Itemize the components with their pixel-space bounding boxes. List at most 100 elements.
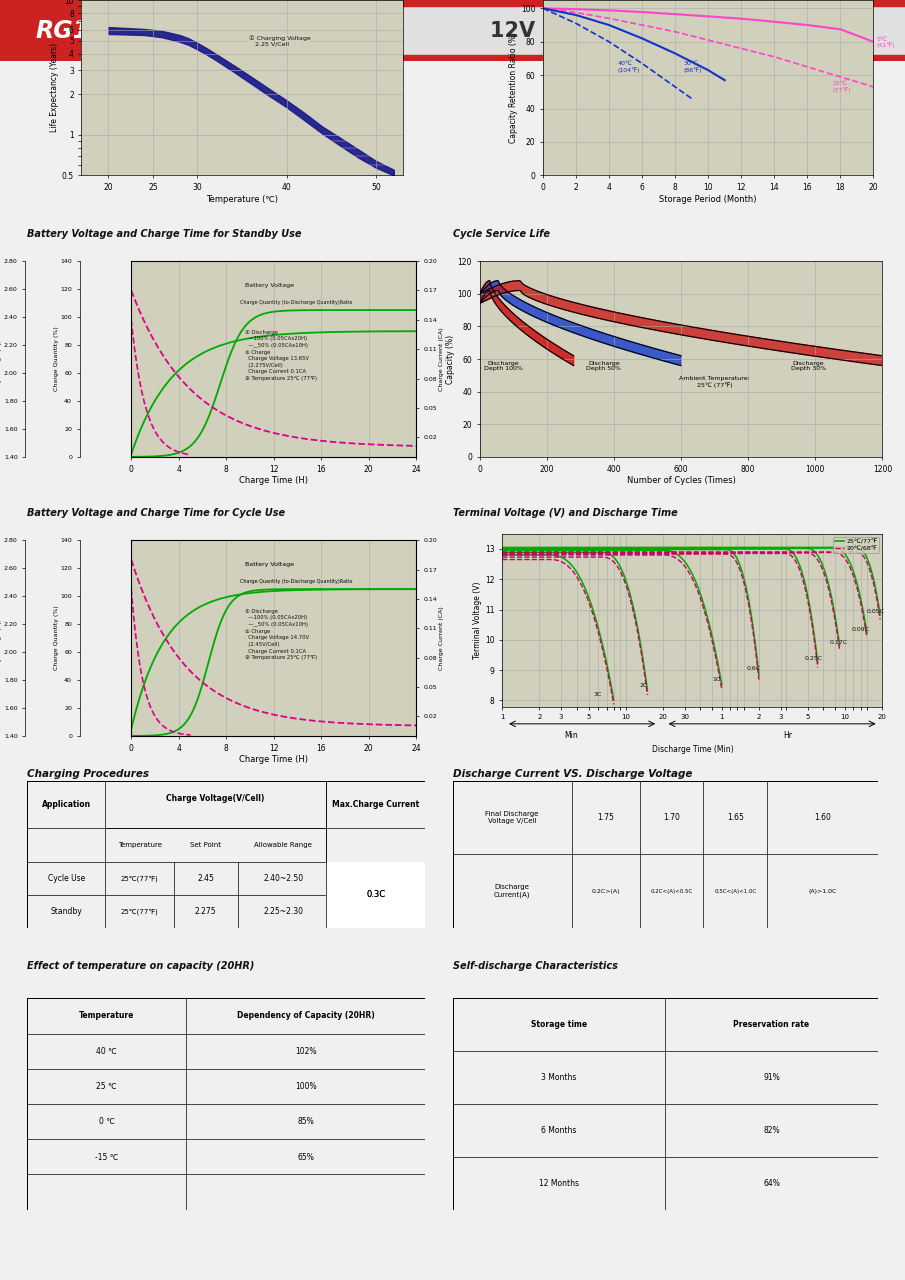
Y-axis label: Battery Voltage (V)/Per Cell: Battery Voltage (V)/Per Cell [0, 316, 3, 402]
Text: RG1250T1: RG1250T1 [36, 19, 172, 42]
Text: Allowable Range: Allowable Range [254, 842, 312, 847]
Text: Discharge
Depth 30%: Discharge Depth 30% [791, 361, 826, 371]
Text: 25 ℃: 25 ℃ [97, 1082, 117, 1091]
Text: Battery Voltage and Charge Time for Standby Use: Battery Voltage and Charge Time for Stan… [27, 229, 301, 239]
Y-axis label: Battery Voltage (V)/Per Cell: Battery Voltage (V)/Per Cell [0, 595, 3, 681]
Text: Discharge Current VS. Discharge Voltage: Discharge Current VS. Discharge Voltage [452, 769, 692, 780]
Text: Final Discharge
Voltage V/Cell: Final Discharge Voltage V/Cell [485, 812, 538, 824]
Text: 5℃
(41℉): 5℃ (41℉) [877, 37, 895, 49]
Text: 1.65: 1.65 [727, 813, 744, 822]
Text: Charge Quantity (to-Discharge Quantity)Ratio: Charge Quantity (to-Discharge Quantity)R… [240, 301, 352, 305]
Text: 2.275: 2.275 [195, 906, 216, 916]
Text: Hr: Hr [783, 731, 792, 740]
Text: 2.45: 2.45 [197, 874, 214, 883]
Polygon shape [199, 0, 308, 61]
Text: 82%: 82% [763, 1126, 780, 1135]
Text: 102%: 102% [295, 1047, 317, 1056]
Bar [0, 55, 905, 61]
Text: Discharge
Depth 100%: Discharge Depth 100% [483, 361, 522, 371]
Text: Ambient Temperature:
25℃ (77℉): Ambient Temperature: 25℃ (77℉) [679, 376, 750, 388]
Text: 91%: 91% [763, 1073, 780, 1082]
Y-axis label: Capacity (%): Capacity (%) [446, 334, 454, 384]
X-axis label: Temperature (℃): Temperature (℃) [206, 195, 278, 204]
Text: Self-discharge Characteristics: Self-discharge Characteristics [452, 961, 617, 972]
Text: 0.3C: 0.3C [366, 891, 386, 900]
Legend: 25℃/77℉, 20℃/68℉: 25℃/77℉, 20℃/68℉ [833, 536, 880, 553]
Text: Standby: Standby [51, 906, 82, 916]
Text: Temperature: Temperature [79, 1011, 135, 1020]
Text: 1C: 1C [712, 677, 720, 682]
Polygon shape [480, 280, 681, 366]
Text: 12 Months: 12 Months [538, 1179, 579, 1188]
Text: ① Discharge
  —100% (0.05CAx20H)
  —⁔50% (0.05CAx10H)
② Charge
  Charge Voltage : ① Discharge —100% (0.05CAx20H) —⁔50% (0.… [245, 330, 318, 381]
Polygon shape [480, 280, 574, 366]
Text: Cycle Use: Cycle Use [48, 874, 85, 883]
Text: 0 ℃: 0 ℃ [99, 1117, 115, 1126]
Text: 65%: 65% [298, 1152, 314, 1161]
Text: Charge Voltage(V/Cell): Charge Voltage(V/Cell) [167, 794, 264, 803]
Text: 25℃
(77℉): 25℃ (77℉) [832, 81, 851, 92]
Bar [326, 861, 425, 928]
Text: 0.05C: 0.05C [867, 608, 885, 613]
Text: Discharge
Current(A): Discharge Current(A) [494, 884, 530, 899]
X-axis label: Number of Cycles (Times): Number of Cycles (Times) [626, 476, 736, 485]
Text: Storage time: Storage time [530, 1020, 587, 1029]
Text: Min: Min [564, 731, 577, 740]
Text: 2.25~2.30: 2.25~2.30 [263, 906, 303, 916]
Text: 2C: 2C [640, 682, 648, 687]
Text: 40℃
(104℉): 40℃ (104℉) [617, 61, 640, 73]
Text: Charging Procedures: Charging Procedures [27, 769, 149, 780]
Text: 6 Months: 6 Months [541, 1126, 576, 1135]
Y-axis label: Capacity Retention Ratio (%): Capacity Retention Ratio (%) [510, 32, 518, 143]
Text: 0.2C>(A): 0.2C>(A) [591, 888, 620, 893]
Text: Charge Quantity (to-Discharge Quantity)Ratio: Charge Quantity (to-Discharge Quantity)R… [240, 580, 352, 584]
Text: 0.2C<(A)<0.5C: 0.2C<(A)<0.5C [651, 888, 692, 893]
Text: Set Point: Set Point [190, 842, 221, 847]
Text: 0.25C: 0.25C [805, 655, 823, 660]
Text: 0.6C: 0.6C [747, 666, 760, 671]
Text: 25℃(77℉): 25℃(77℉) [121, 908, 158, 915]
X-axis label: Storage Period (Month): Storage Period (Month) [660, 195, 757, 204]
Text: Max.Charge Current: Max.Charge Current [332, 800, 419, 809]
Text: Discharge
Depth 50%: Discharge Depth 50% [586, 361, 622, 371]
Text: 64%: 64% [763, 1179, 780, 1188]
Text: Effect of temperature on capacity (20HR): Effect of temperature on capacity (20HR) [27, 961, 254, 972]
Bar [0, 0, 905, 6]
Text: Application: Application [42, 800, 90, 809]
Y-axis label: Life Expectancy (Years): Life Expectancy (Years) [50, 44, 59, 132]
Text: 0.09C: 0.09C [852, 627, 870, 632]
Y-axis label: Charge Current (CA): Charge Current (CA) [439, 328, 444, 390]
Text: 25℃(77℉): 25℃(77℉) [121, 876, 158, 882]
Text: -15 ℃: -15 ℃ [95, 1152, 119, 1161]
Text: Battery Voltage: Battery Voltage [245, 283, 294, 288]
Y-axis label: Terminal Voltage (V): Terminal Voltage (V) [473, 581, 482, 659]
Text: Preservation rate: Preservation rate [733, 1020, 810, 1029]
Text: 3C: 3C [594, 692, 602, 696]
Text: 0.5C<(A)<1.0C: 0.5C<(A)<1.0C [714, 888, 757, 893]
Text: 12V  5Ah: 12V 5Ah [491, 20, 595, 41]
Text: Battery Voltage: Battery Voltage [245, 562, 294, 567]
Text: 1.60: 1.60 [814, 813, 831, 822]
Text: 1.75: 1.75 [597, 813, 614, 822]
Text: Terminal Voltage (V) and Discharge Time: Terminal Voltage (V) and Discharge Time [452, 508, 677, 518]
Text: Battery Voltage and Charge Time for Cycle Use: Battery Voltage and Charge Time for Cycl… [27, 508, 285, 518]
Y-axis label: Charge Quantity (%): Charge Quantity (%) [54, 605, 59, 671]
Text: ① Discharge
  —100% (0.05CAx20H)
  —⁔50% (0.05CAx10H)
② Charge
  Charge Voltage : ① Discharge —100% (0.05CAx20H) —⁔50% (0.… [245, 609, 318, 660]
Text: (A)>1.0C: (A)>1.0C [808, 888, 837, 893]
Polygon shape [480, 280, 882, 366]
Text: 0.17C: 0.17C [830, 640, 848, 645]
Text: 3 Months: 3 Months [541, 1073, 576, 1082]
Y-axis label: Charge Current (CA): Charge Current (CA) [439, 607, 444, 669]
Text: 30℃
(86℉): 30℃ (86℉) [683, 61, 702, 73]
X-axis label: Charge Time (H): Charge Time (H) [239, 476, 309, 485]
Text: Dependency of Capacity (20HR): Dependency of Capacity (20HR) [237, 1011, 375, 1020]
Text: 2.40~2.50: 2.40~2.50 [263, 874, 303, 883]
Text: 85%: 85% [298, 1117, 314, 1126]
Text: Temperature: Temperature [118, 842, 162, 847]
Text: ① Charging Voltage
   2.25 V/Cell: ① Charging Voltage 2.25 V/Cell [249, 35, 310, 46]
Y-axis label: Charge Quantity (%): Charge Quantity (%) [54, 326, 59, 392]
Bar [272, 0, 905, 61]
Text: 40 ℃: 40 ℃ [97, 1047, 117, 1056]
Text: 1.70: 1.70 [663, 813, 680, 822]
Text: 0.3C: 0.3C [366, 891, 386, 900]
